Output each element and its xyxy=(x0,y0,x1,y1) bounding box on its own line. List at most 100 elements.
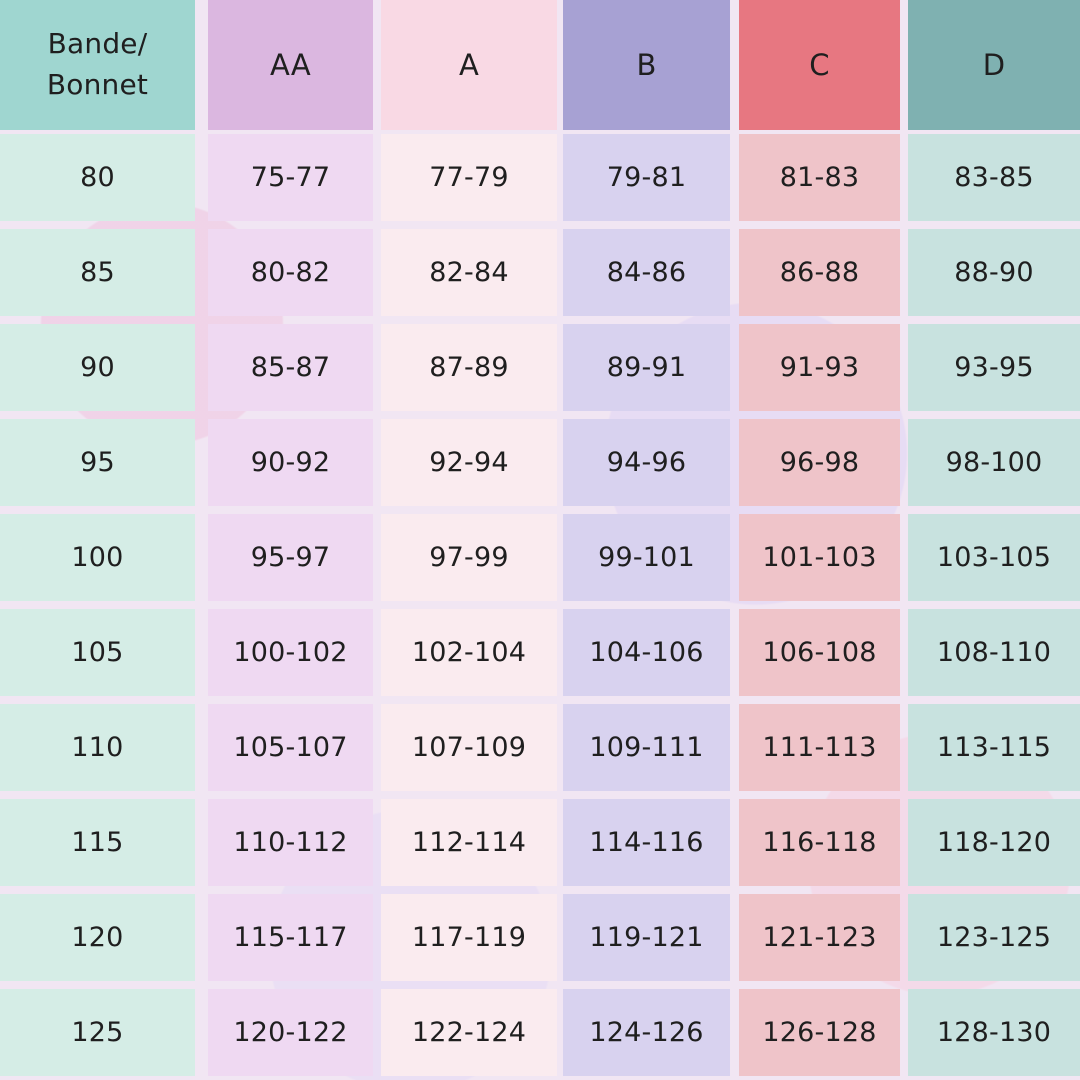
cell-d: 108-110 xyxy=(903,605,1080,700)
cell-c-value: 121-123 xyxy=(762,922,877,953)
cell-b: 104-106 xyxy=(560,605,736,700)
cell-aa-value: 75-77 xyxy=(250,162,331,193)
cell-band: 95 xyxy=(0,415,203,510)
cell-a: 117-119 xyxy=(378,890,560,985)
cell-c: 91-93 xyxy=(736,320,903,415)
cell-band: 115 xyxy=(0,795,203,890)
cell-d-value: 118-120 xyxy=(936,827,1052,858)
cell-aa: 95-97 xyxy=(203,510,378,605)
cell-d: 103-105 xyxy=(903,510,1080,605)
cell-c-value: 91-93 xyxy=(779,352,860,383)
cell-c: 121-123 xyxy=(736,890,903,985)
cell-b-value: 124-126 xyxy=(589,1017,704,1048)
cell-d-value: 93-95 xyxy=(954,352,1034,383)
cell-a: 107-109 xyxy=(378,700,560,795)
cell-band-value: 100 xyxy=(71,542,124,573)
table-row: 90 85-87 87-89 89-91 91-93 93-95 xyxy=(0,320,1080,415)
cell-b-value: 79-81 xyxy=(606,162,687,193)
cell-d-value: 98-100 xyxy=(945,447,1043,478)
cell-b: 89-91 xyxy=(560,320,736,415)
cell-a-value: 82-84 xyxy=(429,257,509,288)
cell-aa-value: 110-112 xyxy=(233,827,348,858)
cell-c-value: 126-128 xyxy=(762,1017,877,1048)
cell-c-value: 111-113 xyxy=(762,732,877,763)
cell-a-value: 87-89 xyxy=(429,352,509,383)
cell-band: 120 xyxy=(0,890,203,985)
cell-c: 106-108 xyxy=(736,605,903,700)
cell-a-value: 107-109 xyxy=(411,732,527,763)
header-c-label: C xyxy=(809,47,830,82)
cell-a: 77-79 xyxy=(378,130,560,225)
cell-c: 81-83 xyxy=(736,130,903,225)
cell-b: 94-96 xyxy=(560,415,736,510)
cell-b: 114-116 xyxy=(560,795,736,890)
table-row: 115 110-112 112-114 114-116 116-118 118-120 xyxy=(0,795,1080,890)
cell-a-value: 102-104 xyxy=(411,637,527,668)
cell-d: 93-95 xyxy=(903,320,1080,415)
cell-c-value: 116-118 xyxy=(762,827,877,858)
cell-b-value: 99-101 xyxy=(598,542,695,573)
cell-b-value: 119-121 xyxy=(589,922,704,953)
cell-c-value: 86-88 xyxy=(779,257,860,288)
cell-aa: 85-87 xyxy=(203,320,378,415)
header-d: D xyxy=(903,0,1080,130)
cell-c: 96-98 xyxy=(736,415,903,510)
cell-c: 126-128 xyxy=(736,985,903,1080)
cell-a: 92-94 xyxy=(378,415,560,510)
cell-band: 85 xyxy=(0,225,203,320)
cell-band: 80 xyxy=(0,130,203,225)
table-row: 110 105-107 107-109 109-111 111-113 113-115 xyxy=(0,700,1080,795)
cell-b: 124-126 xyxy=(560,985,736,1080)
cell-aa-value: 120-122 xyxy=(233,1017,348,1048)
cell-d-value: 88-90 xyxy=(954,257,1034,288)
cell-d: 128-130 xyxy=(903,985,1080,1080)
cell-b-value: 84-86 xyxy=(606,257,687,288)
cell-a: 112-114 xyxy=(378,795,560,890)
header-b-label: B xyxy=(636,47,657,82)
cell-b-value: 89-91 xyxy=(606,352,687,383)
cell-a: 122-124 xyxy=(378,985,560,1080)
cell-aa: 115-117 xyxy=(203,890,378,985)
header-band-cup-label: Bande/ Bonnet xyxy=(46,27,149,101)
header-d-label: D xyxy=(982,47,1006,82)
cell-c-value: 106-108 xyxy=(762,637,877,668)
cell-aa: 90-92 xyxy=(203,415,378,510)
cell-aa: 100-102 xyxy=(203,605,378,700)
cell-band-value: 80 xyxy=(80,162,115,193)
cell-d-value: 123-125 xyxy=(936,922,1052,953)
cell-a: 97-99 xyxy=(378,510,560,605)
cell-d-value: 128-130 xyxy=(936,1017,1052,1048)
table-row: 80 75-77 77-79 79-81 81-83 83-85 xyxy=(0,130,1080,225)
cell-d: 113-115 xyxy=(903,700,1080,795)
cell-aa-value: 105-107 xyxy=(233,732,348,763)
cell-aa-value: 115-117 xyxy=(233,922,348,953)
cell-c: 111-113 xyxy=(736,700,903,795)
cell-aa: 120-122 xyxy=(203,985,378,1080)
cell-band-value: 125 xyxy=(71,1017,124,1048)
cell-b: 99-101 xyxy=(560,510,736,605)
cell-band-value: 120 xyxy=(71,922,124,953)
table-row: 95 90-92 92-94 94-96 96-98 98-100 xyxy=(0,415,1080,510)
cell-aa: 80-82 xyxy=(203,225,378,320)
cell-band: 105 xyxy=(0,605,203,700)
cell-b: 79-81 xyxy=(560,130,736,225)
cell-aa-value: 100-102 xyxy=(233,637,348,668)
cell-aa-value: 90-92 xyxy=(250,447,331,478)
cell-band: 100 xyxy=(0,510,203,605)
cell-aa-value: 85-87 xyxy=(250,352,331,383)
cell-b-value: 94-96 xyxy=(606,447,687,478)
cell-band-value: 85 xyxy=(80,257,115,288)
cell-d: 98-100 xyxy=(903,415,1080,510)
cell-c: 101-103 xyxy=(736,510,903,605)
cell-band-value: 90 xyxy=(80,352,115,383)
cell-aa-value: 95-97 xyxy=(250,542,331,573)
cell-c: 116-118 xyxy=(736,795,903,890)
cell-c: 86-88 xyxy=(736,225,903,320)
cell-a-value: 112-114 xyxy=(411,827,527,858)
cell-band: 90 xyxy=(0,320,203,415)
cell-c-value: 101-103 xyxy=(762,542,877,573)
header-aa: AA xyxy=(203,0,378,130)
cell-a: 82-84 xyxy=(378,225,560,320)
